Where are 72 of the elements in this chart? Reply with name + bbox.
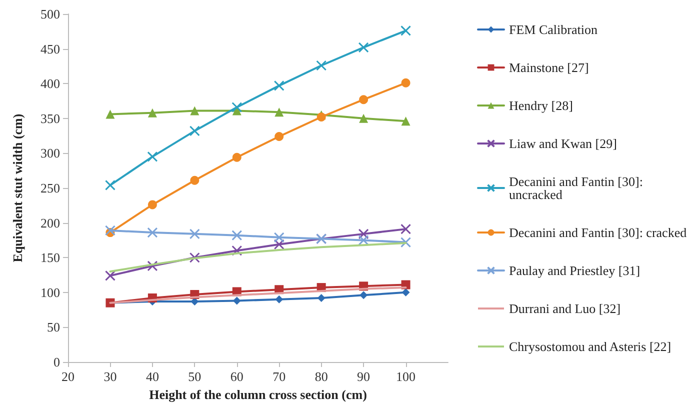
point xyxy=(274,80,284,91)
point xyxy=(360,291,368,300)
point xyxy=(274,239,284,250)
point xyxy=(317,294,326,302)
legend-label: Paulay and Priestley [31] xyxy=(509,263,640,278)
y-tick-label: 350 xyxy=(40,110,60,126)
point xyxy=(189,228,200,240)
point xyxy=(359,114,368,123)
y-tick-label: 300 xyxy=(40,146,60,161)
y-tick-label: 50 xyxy=(47,320,60,335)
x-tick-label: 100 xyxy=(396,369,416,384)
x-tick-label: 70 xyxy=(272,369,286,384)
point xyxy=(232,152,242,162)
point xyxy=(232,230,242,241)
y-tick-label: 400 xyxy=(40,76,60,92)
point xyxy=(358,42,369,53)
point xyxy=(104,270,116,281)
point xyxy=(359,95,368,104)
point xyxy=(232,296,241,305)
point xyxy=(401,78,410,88)
point xyxy=(316,112,326,122)
x-tick-label: 60 xyxy=(230,369,244,384)
point xyxy=(148,108,157,118)
point xyxy=(274,132,284,141)
legend-label: Durrani and Luo [32] xyxy=(509,301,621,316)
point xyxy=(274,232,284,243)
point xyxy=(401,116,410,126)
x-tick-label: 50 xyxy=(188,369,202,384)
legend-label: FEM Calibration xyxy=(509,22,598,37)
point xyxy=(232,102,242,113)
legend-label: Decanini and Fantin [30]: cracked xyxy=(509,225,688,240)
legend-label: Mainstone [27] xyxy=(509,60,589,75)
point xyxy=(147,260,158,272)
point xyxy=(190,176,200,185)
point xyxy=(316,60,327,71)
x-tick-label: 90 xyxy=(357,369,370,384)
point xyxy=(190,106,200,116)
point xyxy=(358,228,369,240)
x-tick-label: 80 xyxy=(314,369,328,384)
point xyxy=(104,180,116,190)
point xyxy=(232,245,242,256)
y-axis-title: Equivalent stut width (cm) xyxy=(10,114,25,262)
point xyxy=(400,237,412,248)
point xyxy=(400,224,412,234)
legend-label: Decanini and Fantin [30]: uncracked xyxy=(509,174,646,202)
y-tick-label: 0 xyxy=(54,354,60,370)
point xyxy=(275,295,284,304)
x-tick-label: 20 xyxy=(62,369,74,384)
point xyxy=(358,234,369,246)
y-tick-label: 150 xyxy=(40,250,60,266)
point xyxy=(104,225,116,236)
y-tick-label: 250 xyxy=(40,180,60,196)
line-series xyxy=(109,242,407,273)
point xyxy=(147,151,158,162)
point xyxy=(106,110,115,119)
x-axis-title: Height of the column cross section (cm) xyxy=(149,386,367,402)
point xyxy=(402,288,410,296)
legend-label: Chrysostomou and Asteris [22] xyxy=(509,339,672,354)
y-tick-label: 100 xyxy=(40,284,60,300)
y-tick-label: 450 xyxy=(40,41,60,56)
x-tick-label: 40 xyxy=(146,369,159,384)
legend-label: Hendry [28] xyxy=(509,98,573,113)
legend-label: Liaw and Kwan [29] xyxy=(509,136,617,151)
point xyxy=(147,227,158,238)
point xyxy=(189,252,200,263)
point xyxy=(148,200,157,210)
point xyxy=(400,25,412,36)
y-tick-label: 200 xyxy=(40,215,60,230)
x-tick-label: 30 xyxy=(104,369,117,384)
y-tick-label: 500 xyxy=(40,6,60,22)
point xyxy=(189,126,200,136)
point xyxy=(274,108,284,117)
